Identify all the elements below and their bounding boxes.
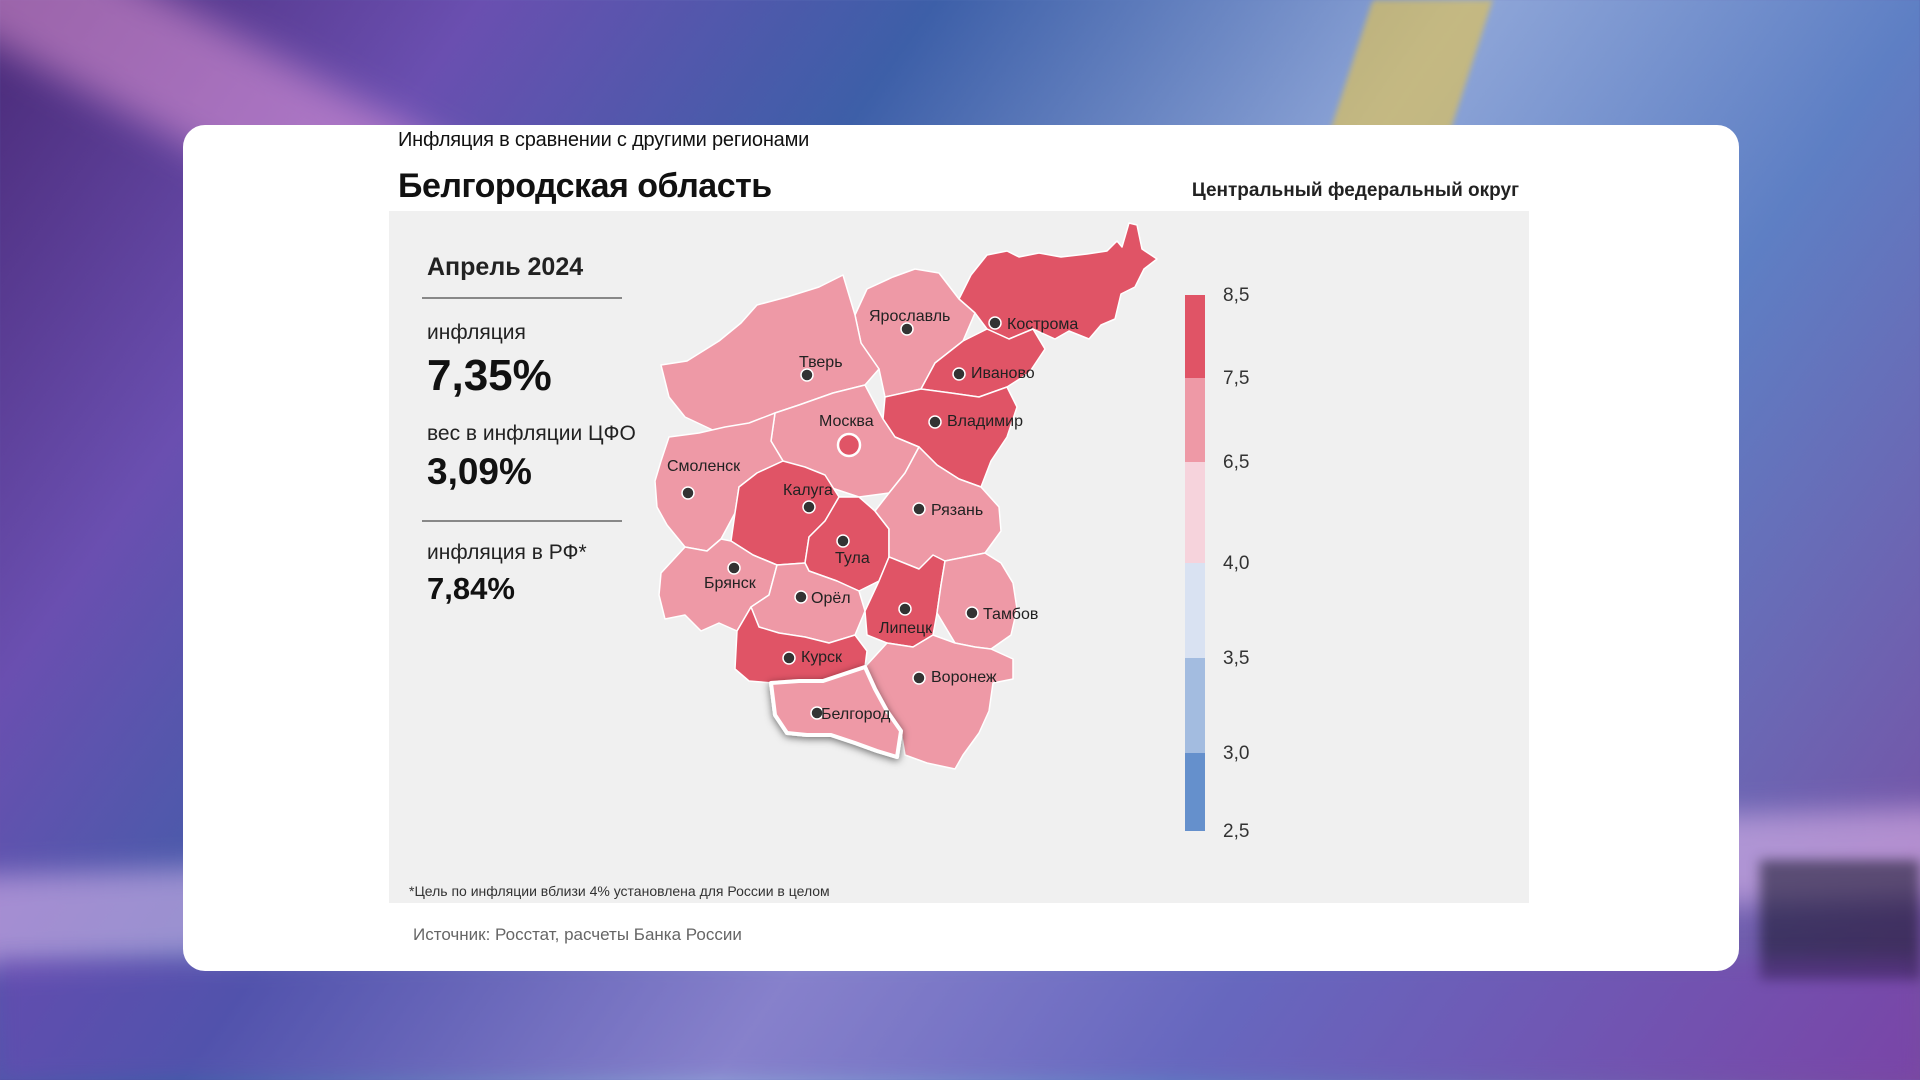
- background-glow: [0, 960, 1920, 1080]
- legend: 8,5 7,5 6,5 4,0 3,5 3,0 2,5: [1185, 285, 1249, 842]
- city-label: Белгород: [821, 706, 891, 723]
- city-label: Липецк: [879, 620, 933, 637]
- region-title: Белгородская область: [398, 167, 772, 205]
- divider: [422, 520, 622, 522]
- regions-layer: [654, 222, 1158, 770]
- city-label: Тамбов: [983, 606, 1038, 623]
- rf-inflation-value: 7,84%: [427, 571, 515, 606]
- city-label: Владимир: [947, 413, 1023, 430]
- divider: [422, 297, 622, 299]
- legend-tick-label: 3,0: [1223, 743, 1249, 764]
- city-label: Воронеж: [931, 669, 997, 686]
- city-label: Тула: [835, 550, 870, 567]
- federal-district-label: Центральный федеральный округ: [1191, 180, 1519, 201]
- footnote: *Цель по инфляции вблизи 4% установлена …: [409, 883, 830, 899]
- period-label: Апрель 2024: [427, 253, 584, 281]
- city-label: Ярославль: [869, 308, 950, 325]
- city-label: Рязань: [931, 502, 983, 519]
- legend-bin: [1185, 753, 1205, 831]
- city-label: Москва: [819, 413, 874, 430]
- legend-bin: [1185, 563, 1205, 658]
- city-marker: [965, 606, 979, 620]
- markers-layer: Кострома Ярославль Тверь Иваново Владимир Мос…: [667, 308, 1078, 723]
- city-marker: [836, 534, 850, 548]
- map-panel: Апрель 2024 инфляция 7,35% вес в инфляци…: [389, 211, 1529, 903]
- city-marker: [952, 367, 966, 381]
- background-shadow: [1760, 860, 1920, 980]
- region-16: [769, 665, 903, 759]
- city-label: Смоленск: [667, 458, 741, 475]
- legend-tick-label: 3,5: [1223, 648, 1249, 669]
- legend-tick-label: 7,5: [1223, 368, 1249, 389]
- city-label: Орёл: [811, 590, 851, 607]
- city-marker: [898, 602, 912, 616]
- legend-bin: [1185, 295, 1205, 378]
- infographic-subtitle: Инфляция в сравнении с другими регионами: [398, 129, 810, 151]
- city-marker: [782, 651, 796, 665]
- city-marker: [988, 316, 1002, 330]
- legend-tick-label: 8,5: [1223, 285, 1249, 306]
- inflation-value: 7,35%: [427, 351, 552, 400]
- legend-bin: [1185, 658, 1205, 753]
- city-label: Брянск: [704, 575, 757, 592]
- city-marker: [912, 671, 926, 685]
- city-marker: [794, 590, 808, 604]
- region-14: [734, 606, 868, 684]
- city-label: Калуга: [783, 482, 833, 499]
- city-label: Кострома: [1007, 316, 1078, 333]
- city-label: Курск: [801, 649, 843, 666]
- city-marker: [727, 561, 741, 575]
- city-label: Тверь: [799, 354, 843, 371]
- region-9: [874, 446, 1002, 570]
- city-label: Иваново: [971, 365, 1035, 382]
- city-marker: [802, 500, 816, 514]
- city-marker: [681, 486, 695, 500]
- legend-bin: [1185, 378, 1205, 462]
- rf-inflation-label: инфляция в РФ*: [427, 541, 587, 564]
- choropleth-map: Кострома Ярославль Тверь Иваново Владимир Мос…: [654, 222, 1249, 842]
- inflation-label: инфляция: [427, 321, 526, 344]
- city-marker: [912, 502, 926, 516]
- city-marker: [900, 322, 914, 336]
- city-marker: [810, 706, 824, 720]
- legend-tick-label: 6,5: [1223, 452, 1249, 473]
- city-marker: [800, 368, 814, 382]
- capital-marker: [836, 432, 862, 458]
- legend-tick-label: 2,5: [1223, 821, 1249, 842]
- region-13: [936, 552, 1018, 650]
- city-marker: [928, 415, 942, 429]
- source-note: Источник: Росстат, расчеты Банка России: [413, 925, 742, 944]
- weight-value: 3,09%: [427, 451, 532, 492]
- region-0: [958, 222, 1158, 340]
- infographic-card: Инфляция в сравнении с другими регионами…: [183, 125, 1739, 971]
- weight-label: вес в инфляции ЦФО: [427, 422, 636, 445]
- legend-tick-label: 4,0: [1223, 553, 1249, 574]
- legend-bin: [1185, 462, 1205, 563]
- background-stripe: [1327, 0, 1493, 140]
